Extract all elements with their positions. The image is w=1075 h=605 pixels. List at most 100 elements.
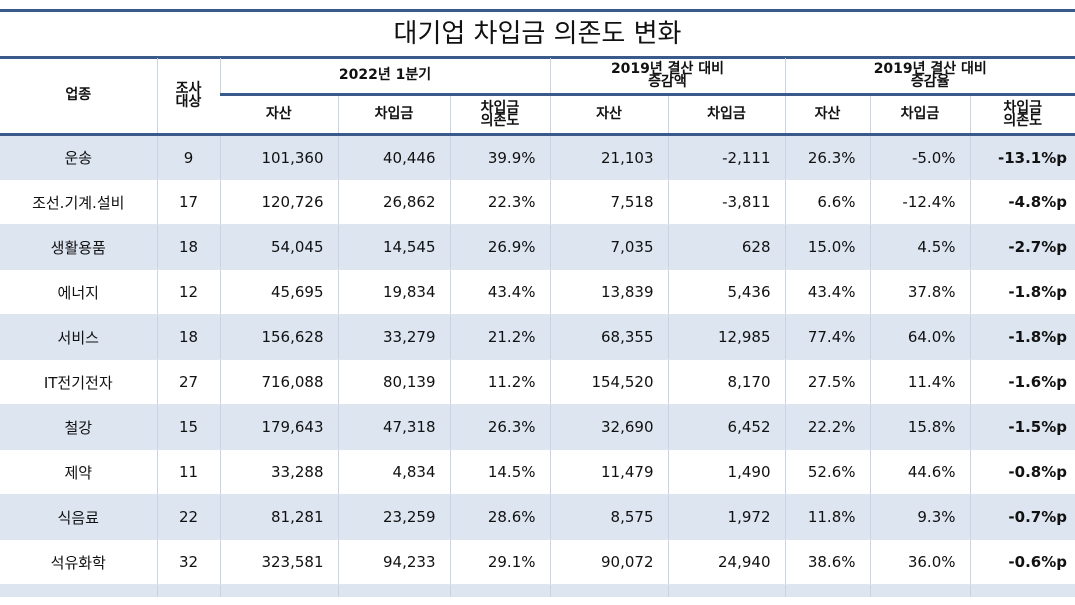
table-cell: 19,834 (337, 269, 450, 315)
table-cell: 1,972 (667, 494, 785, 540)
table-cell: 6.6% (784, 179, 870, 225)
table-cell (969, 584, 1075, 597)
table-cell: 4.5% (869, 224, 970, 270)
table-cell (0, 584, 157, 597)
table-cell: -13.1%p (969, 134, 1075, 180)
table-cell: 13,839 (549, 269, 668, 315)
table-cell: 14,545 (337, 224, 450, 270)
table-cell: -0.8%p (969, 449, 1075, 495)
column-header: 차입금 (337, 94, 450, 136)
table-cell (667, 584, 785, 597)
table-cell: -2,111 (667, 134, 785, 180)
table-cell: 43.4% (784, 269, 870, 315)
table-cell: -2.7%p (969, 224, 1075, 270)
column-header: 자산 (784, 94, 870, 136)
table-cell (869, 584, 970, 597)
table-row (0, 584, 1075, 597)
table-row: 철강 15 179,643 47,318 26.3% 32,690 6,452 22.2% 15… (0, 404, 1075, 450)
table-row: 생활용품 18 54,045 14,545 26.9% 7,035 628 15.0% 4.5%… (0, 224, 1075, 270)
table-cell: 68,355 (549, 314, 668, 360)
table-cell: 17 (156, 179, 220, 225)
table-cell: 154,520 (549, 359, 668, 405)
table-cell: 운송 (0, 134, 157, 180)
header-text: 조사 (175, 80, 202, 97)
table-cell: 323,581 (219, 539, 338, 585)
table-cell: 21.2% (449, 314, 550, 360)
table-cell: 26.3% (784, 134, 870, 180)
header-cell: 조사 대상 (156, 58, 220, 136)
table-cell: 156,628 (219, 314, 338, 360)
table-cell: 14.5% (449, 449, 550, 495)
table-row: 운송 9 101,360 40,446 39.9% 21,103 -2,111 26.3% -5… (0, 134, 1075, 180)
column-header: 차입금 의존도 (969, 94, 1075, 136)
table-cell: 47,318 (337, 404, 450, 450)
table-row: 조선.기계.설비 17 120,726 26,862 22.3% 7,518 -3,811 6… (0, 179, 1075, 225)
header-text: 업종 (65, 87, 92, 103)
table-cell: 생활용품 (0, 224, 157, 270)
table-cell: 18 (156, 224, 220, 270)
column-header: 자산 (549, 94, 668, 136)
table-cell: 28.6% (449, 494, 550, 540)
column-header: 차입금 (869, 94, 970, 136)
header-text: 차입금 (480, 99, 520, 116)
table-cell: 33,279 (337, 314, 450, 360)
table-cell (337, 584, 450, 597)
table-cell: 7,035 (549, 224, 668, 270)
table-cell: 15.8% (869, 404, 970, 450)
header-text: 증감율 (910, 73, 950, 90)
table-cell: 11.4% (869, 359, 970, 405)
table-cell: 26.3% (449, 404, 550, 450)
table-cell: 8,575 (549, 494, 668, 540)
table-cell: 11 (156, 449, 220, 495)
table-row: 에너지 12 45,695 19,834 43.4% 13,839 5,436 43.4% 37… (0, 269, 1075, 315)
table-cell: 628 (667, 224, 785, 270)
table-cell: 5,436 (667, 269, 785, 315)
table-cell: 26,862 (337, 179, 450, 225)
table-cell: -1.5%p (969, 404, 1075, 450)
table-cell: 9 (156, 134, 220, 180)
table-cell: -4.8%p (969, 179, 1075, 225)
table-cell: 39.9% (449, 134, 550, 180)
table-cell: 52.6% (784, 449, 870, 495)
table-cell: 12 (156, 269, 220, 315)
table-cell: 11.2% (449, 359, 550, 405)
table-cell: -12.4% (869, 179, 970, 225)
table-cell: 15 (156, 404, 220, 450)
table-cell: 120,726 (219, 179, 338, 225)
table-cell: 32 (156, 539, 220, 585)
table-cell: 36.0% (869, 539, 970, 585)
table-cell: 33,288 (219, 449, 338, 495)
table-cell: 38.6% (784, 539, 870, 585)
column-header: 차입금 의존도 (449, 94, 550, 136)
table-cell: -5.0% (869, 134, 970, 180)
table-cell: 80,139 (337, 359, 450, 405)
column-header: 자산 (220, 94, 338, 136)
table-cell: 11.8% (784, 494, 870, 540)
header-text: 대상 (175, 93, 202, 110)
table-cell: 석유화학 (0, 539, 157, 585)
table-cell: 27.5% (784, 359, 870, 405)
table-cell: 101,360 (219, 134, 338, 180)
header-text: 차입금 (707, 106, 746, 122)
header-text: 의존도 (480, 112, 520, 129)
table-cell: 54,045 (219, 224, 338, 270)
table-cell: -3,811 (667, 179, 785, 225)
table-cell (449, 584, 550, 597)
header-text: 증감액 (648, 73, 687, 90)
table-row: 석유화학 32 323,581 94,233 29.1% 90,072 24,940 38.6… (0, 539, 1075, 585)
table-cell: 94,233 (337, 539, 450, 585)
table-cell: 15.0% (784, 224, 870, 270)
table-cell: 4,834 (337, 449, 450, 495)
table-cell: 77.4% (784, 314, 870, 360)
header-text: 자산 (596, 106, 622, 122)
table-cell: 18 (156, 314, 220, 360)
table-cell: 64.0% (869, 314, 970, 360)
table-row: 제약 11 33,288 4,834 14.5% 11,479 1,490 52.6% 44.6… (0, 449, 1075, 495)
table-cell: 7,518 (549, 179, 668, 225)
header-text: 2019년 결산 대비 (610, 60, 725, 77)
table-cell (219, 584, 338, 597)
table-cell: 22.2% (784, 404, 870, 450)
header-text: 자산 (265, 106, 292, 122)
table-cell: 9.3% (869, 494, 970, 540)
